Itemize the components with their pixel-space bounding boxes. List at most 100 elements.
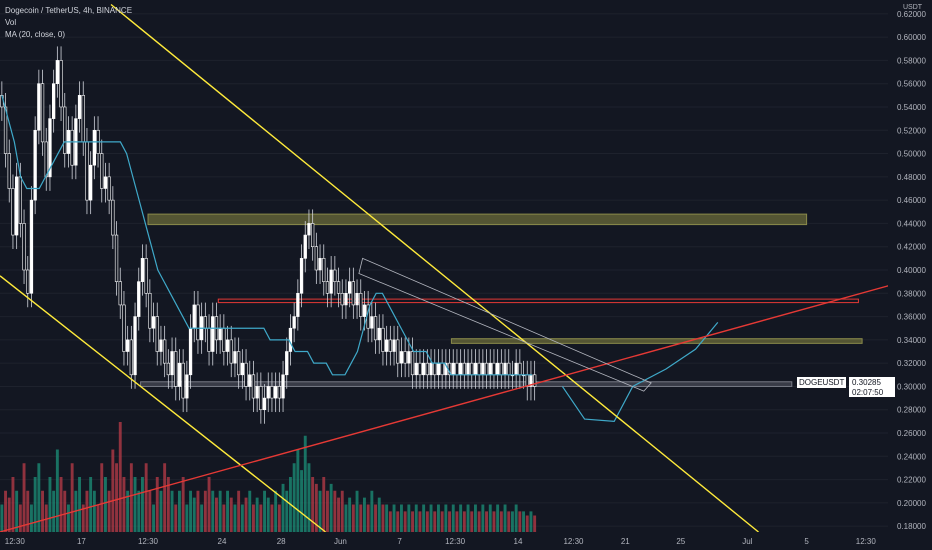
- volume-bar: [374, 504, 377, 532]
- volume-bar: [518, 511, 522, 532]
- candle-body: [15, 176, 19, 236]
- candle-body: [48, 118, 52, 178]
- candles: [0, 46, 537, 424]
- volume-bar: [166, 477, 170, 532]
- volume-bar: [355, 490, 359, 532]
- candle-body: [133, 316, 137, 376]
- candle-body: [299, 258, 304, 294]
- volume-bar: [392, 504, 396, 532]
- y-tick-label: 0.18000: [897, 522, 926, 531]
- volume-bar: [155, 477, 159, 532]
- volume-bar: [159, 490, 163, 532]
- volume-bar: [259, 504, 263, 532]
- volume-bar: [370, 490, 374, 532]
- time-axis[interactable]: 12:30 17 12:30 24 28 Jun 7 12:30 14 12:30 21 25 Jul 5…: [0, 532, 932, 550]
- volume-bar: [529, 511, 533, 532]
- candle-body: [155, 316, 159, 352]
- candle-body: [270, 386, 274, 399]
- volume-bar: [181, 477, 185, 532]
- volume-bar: [26, 490, 30, 532]
- x-tick-label: 12:30: [563, 537, 584, 546]
- volume-bar: [351, 504, 355, 532]
- candle-body: [114, 234, 119, 282]
- candle-body: [392, 339, 396, 352]
- volume-bar: [425, 511, 429, 532]
- candle-body: [418, 362, 422, 376]
- candle-body: [281, 374, 285, 399]
- candle-body: [514, 362, 518, 376]
- candle-body: [70, 129, 74, 166]
- candle-body: [266, 386, 270, 399]
- y-tick-label: 0.30000: [897, 382, 926, 391]
- y-tick-label: 0.22000: [897, 476, 926, 485]
- volume-bar: [363, 497, 366, 532]
- candle-body: [488, 362, 492, 376]
- candle-body: [318, 258, 322, 271]
- candle-body: [407, 351, 411, 364]
- candle-body: [288, 327, 293, 352]
- volume-bar: [407, 504, 411, 532]
- candle-body: [507, 362, 511, 376]
- candle-body: [477, 362, 481, 376]
- volume-bar: [100, 463, 104, 532]
- volume-bar: [192, 497, 196, 532]
- volume-bar: [488, 504, 492, 532]
- candle-body: [244, 362, 248, 387]
- y-tick-label: 0.52000: [897, 126, 926, 135]
- x-tick-label: Jul: [742, 537, 752, 546]
- volume-bar: [418, 511, 422, 532]
- volume-bar: [178, 490, 181, 532]
- candle-body: [310, 223, 315, 248]
- candle-body: [340, 292, 344, 306]
- volume-bar: [0, 504, 4, 532]
- candle-body: [81, 95, 85, 143]
- candle-body: [203, 316, 208, 329]
- trendline-red: [0, 272, 932, 533]
- volume-bar: [318, 490, 322, 532]
- volume-bar: [381, 504, 385, 532]
- volume-bar: [118, 422, 122, 532]
- volume-bar: [207, 477, 211, 532]
- candle-body: [248, 374, 252, 387]
- candle-body: [277, 386, 282, 399]
- volume-bar: [255, 497, 259, 532]
- zone-gray: [140, 381, 793, 387]
- volume-bar: [403, 511, 407, 532]
- volume-bar: [422, 504, 426, 532]
- price-axis[interactable]: 0.18000 0.20000 0.22000 0.24000 0.26000 0.280…: [888, 0, 932, 550]
- y-tick-label: 0.38000: [897, 289, 926, 298]
- candle-body: [296, 292, 300, 317]
- candle-body: [347, 281, 352, 294]
- candle-body: [399, 351, 404, 364]
- candle-body: [314, 246, 319, 271]
- candle-body: [211, 316, 215, 352]
- candle-body: [77, 95, 82, 119]
- candle-body: [362, 304, 367, 317]
- candle-body: [455, 362, 459, 376]
- symbol-title[interactable]: Dogecoin / TetherUS, 4h, BINANCE: [5, 6, 133, 15]
- candle-body: [170, 351, 174, 376]
- volume-bar: [107, 490, 111, 532]
- candle-body: [100, 153, 104, 189]
- x-tick-label: 14: [514, 537, 523, 546]
- volume-bar: [344, 504, 348, 532]
- volume-bar: [70, 463, 74, 532]
- y-tick-label: 0.54000: [897, 103, 926, 112]
- y-tick-label: 0.26000: [897, 429, 926, 438]
- volume-bar: [333, 490, 337, 532]
- candle-body: [259, 386, 263, 411]
- y-tick-label: 0.50000: [897, 150, 926, 159]
- candle-body: [151, 316, 156, 329]
- volume-bar: [485, 511, 488, 532]
- volume-bar: [55, 449, 59, 532]
- y-tick-label: 0.34000: [897, 336, 926, 345]
- candle-body: [29, 199, 34, 294]
- ma-label[interactable]: MA (20, close, 0): [5, 30, 66, 39]
- drawings: [0, 3, 932, 533]
- volume-bar: [448, 511, 451, 532]
- vol-label[interactable]: Vol: [5, 18, 17, 27]
- volume-bar: [104, 477, 107, 532]
- candle-body: [396, 339, 400, 364]
- volume-bar: [126, 490, 130, 532]
